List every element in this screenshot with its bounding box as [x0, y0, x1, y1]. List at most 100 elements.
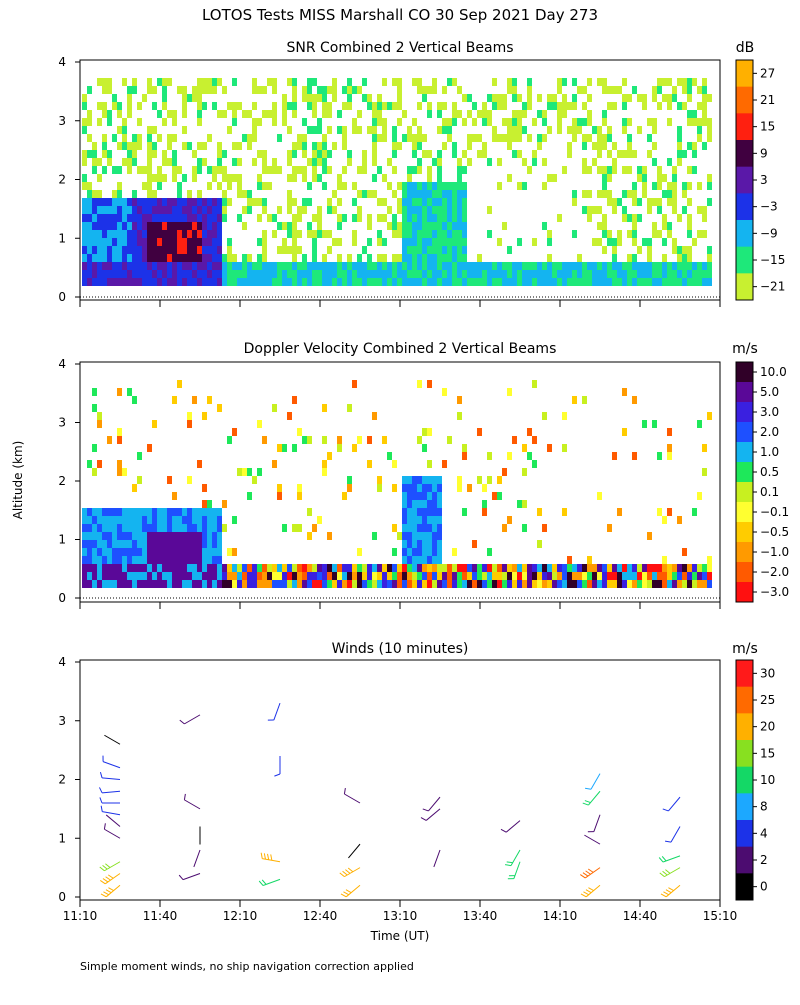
- heatmap-cell: [427, 190, 432, 198]
- heatmap-cell: [652, 278, 657, 286]
- heatmap-cell: [287, 572, 292, 580]
- heatmap-cell: [702, 270, 707, 278]
- heatmap-cell: [137, 564, 142, 572]
- heatmap-cell: [547, 580, 552, 588]
- heatmap-cell: [272, 262, 277, 270]
- heatmap-cell: [517, 278, 522, 286]
- heatmap-cell: [287, 230, 292, 238]
- heatmap-cell: [142, 270, 147, 278]
- heatmap-cell: [402, 254, 407, 262]
- heatmap-cell: [692, 508, 697, 516]
- heatmap-cell: [547, 270, 552, 278]
- heatmap-cell: [282, 246, 287, 254]
- heatmap-cell: [182, 126, 187, 134]
- heatmap-cell: [192, 572, 197, 580]
- heatmap-cell: [122, 580, 127, 588]
- heatmap-cell: [442, 206, 447, 214]
- heatmap-cell: [607, 134, 612, 142]
- heatmap-cell: [307, 222, 312, 230]
- heatmap-cell: [332, 262, 337, 270]
- heatmap-cell: [112, 580, 117, 588]
- heatmap-cell: [517, 94, 522, 102]
- heatmap-cell: [437, 126, 442, 134]
- heatmap-cell: [347, 564, 352, 572]
- heatmap-cell: [137, 540, 142, 548]
- heatmap-cell: [372, 118, 377, 126]
- heatmap-cell: [357, 270, 362, 278]
- heatmap-cell: [112, 508, 117, 516]
- heatmap-cell: [547, 174, 552, 182]
- heatmap-cell: [137, 206, 142, 214]
- heatmap-cell: [542, 134, 547, 142]
- heatmap-cell: [657, 230, 662, 238]
- heatmap-cell: [707, 126, 712, 134]
- heatmap-cell: [582, 118, 587, 126]
- heatmap-cell: [432, 532, 437, 540]
- heatmap-cell: [97, 556, 102, 564]
- heatmap-cell: [172, 556, 177, 564]
- heatmap-cell: [427, 110, 432, 118]
- heatmap-cell: [297, 206, 302, 214]
- heatmap-cell: [157, 238, 162, 246]
- heatmap-cell: [282, 222, 287, 230]
- heatmap-cell: [287, 126, 292, 134]
- snr-heatmap: [82, 78, 712, 286]
- heatmap-cell: [137, 524, 142, 532]
- heatmap-cell: [597, 126, 602, 134]
- heatmap-cell: [102, 102, 107, 110]
- heatmap-cell: [242, 278, 247, 286]
- heatmap-cell: [657, 206, 662, 214]
- heatmap-cell: [292, 214, 297, 222]
- heatmap-cell: [697, 580, 702, 588]
- heatmap-cell: [507, 78, 512, 86]
- heatmap-cell: [367, 270, 372, 278]
- heatmap-cell: [272, 404, 277, 412]
- heatmap-cell: [432, 86, 437, 94]
- heatmap-cell: [502, 118, 507, 126]
- heatmap-cell: [197, 516, 202, 524]
- heatmap-cell: [197, 198, 202, 206]
- heatmap-cell: [377, 278, 382, 286]
- heatmap-cell: [182, 254, 187, 262]
- heatmap-cell: [382, 238, 387, 246]
- heatmap-cell: [107, 540, 112, 548]
- heatmap-cell: [282, 262, 287, 270]
- heatmap-cell: [582, 142, 587, 150]
- heatmap-cell: [332, 572, 337, 580]
- heatmap-cell: [552, 94, 557, 102]
- heatmap-cell: [482, 150, 487, 158]
- heatmap-cell: [162, 198, 167, 206]
- heatmap-cell: [182, 540, 187, 548]
- heatmap-cell: [497, 572, 502, 580]
- wind-barb-flag: [101, 806, 102, 812]
- heatmap-cell: [282, 564, 287, 572]
- heatmap-cell: [582, 102, 587, 110]
- heatmap-cell: [517, 262, 522, 270]
- heatmap-cell: [507, 278, 512, 286]
- heatmap-cell: [612, 86, 617, 94]
- x-tick-label: 15:10: [703, 909, 738, 923]
- heatmap-cell: [437, 580, 442, 588]
- heatmap-cell: [92, 516, 97, 524]
- heatmap-cell: [512, 278, 517, 286]
- heatmap-cell: [92, 142, 97, 150]
- heatmap-cell: [127, 556, 132, 564]
- heatmap-cell: [662, 174, 667, 182]
- heatmap-cell: [307, 182, 312, 190]
- heatmap-cell: [562, 262, 567, 270]
- wind-barb: [671, 827, 680, 843]
- heatmap-cell: [202, 532, 207, 540]
- heatmap-cell: [82, 580, 87, 588]
- heatmap-cell: [117, 214, 122, 222]
- colorbar-swatch: [736, 660, 753, 687]
- heatmap-cell: [702, 214, 707, 222]
- heatmap-cell: [102, 134, 107, 142]
- heatmap-cell: [402, 548, 407, 556]
- heatmap-cell: [352, 182, 357, 190]
- heatmap-cell: [97, 572, 102, 580]
- heatmap-cell: [82, 222, 87, 230]
- heatmap-cell: [347, 476, 352, 484]
- heatmap-cell: [157, 564, 162, 572]
- heatmap-cell: [212, 166, 217, 174]
- heatmap-cell: [347, 86, 352, 94]
